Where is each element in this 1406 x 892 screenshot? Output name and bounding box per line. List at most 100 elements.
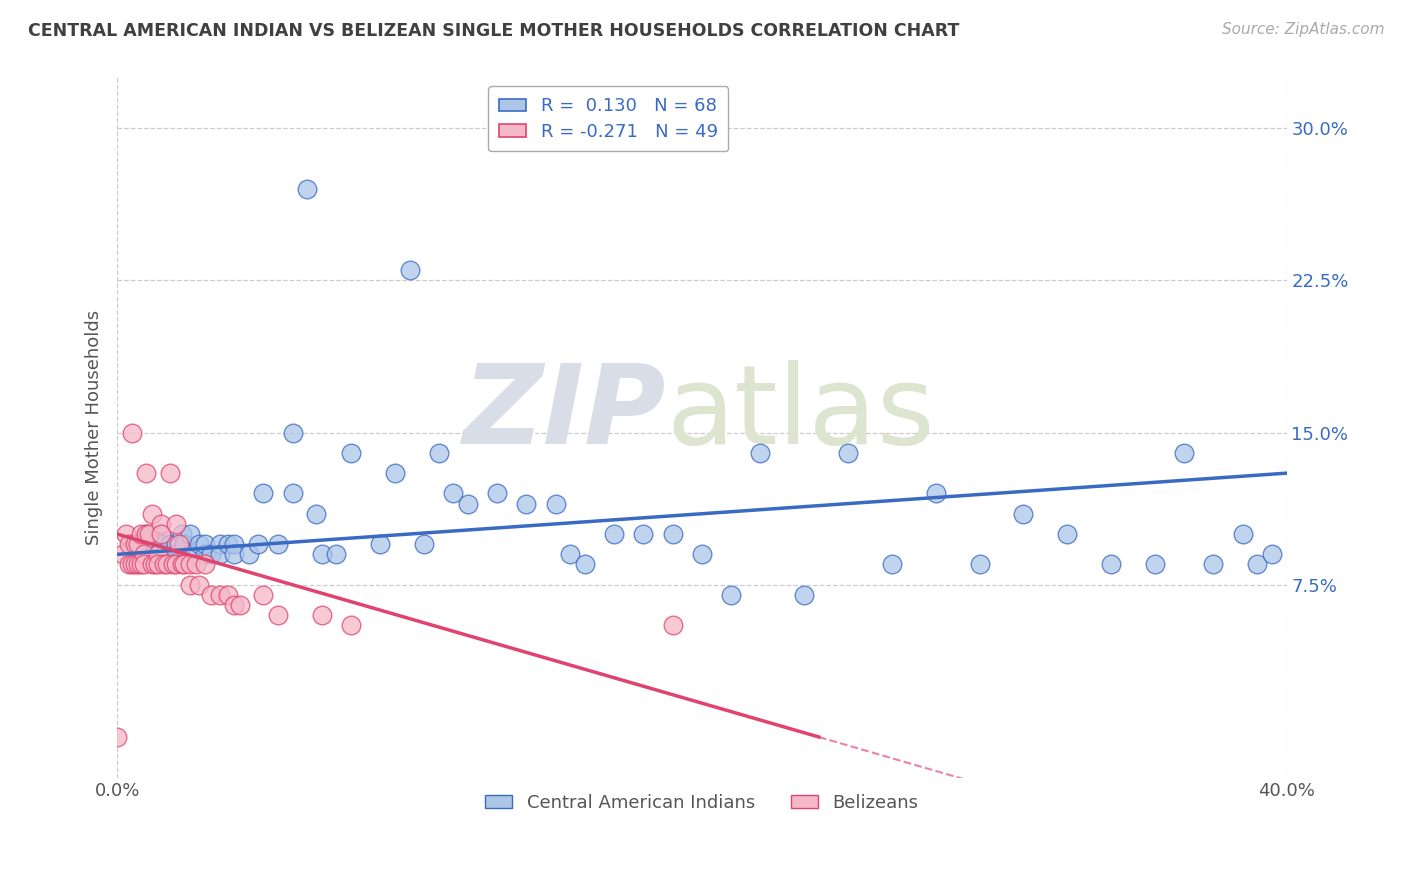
Point	[574, 558, 596, 572]
Point	[170, 527, 193, 541]
Point	[311, 608, 333, 623]
Point	[188, 578, 211, 592]
Point	[129, 558, 152, 572]
Point	[143, 558, 166, 572]
Point	[124, 558, 146, 572]
Point	[384, 466, 406, 480]
Point	[121, 537, 143, 551]
Point	[486, 486, 509, 500]
Point	[179, 558, 201, 572]
Point	[150, 516, 173, 531]
Point	[165, 558, 187, 572]
Point	[167, 537, 190, 551]
Point	[1246, 558, 1268, 572]
Text: CENTRAL AMERICAN INDIAN VS BELIZEAN SINGLE MOTHER HOUSEHOLDS CORRELATION CHART: CENTRAL AMERICAN INDIAN VS BELIZEAN SING…	[28, 22, 959, 40]
Point	[1232, 527, 1254, 541]
Point	[305, 507, 328, 521]
Point	[179, 527, 201, 541]
Point	[150, 527, 173, 541]
Point	[544, 497, 567, 511]
Point	[173, 537, 195, 551]
Point	[603, 527, 626, 541]
Point	[165, 547, 187, 561]
Point	[793, 588, 815, 602]
Point	[267, 608, 290, 623]
Point	[127, 537, 149, 551]
Point	[135, 527, 157, 541]
Point	[162, 558, 184, 572]
Point	[837, 446, 859, 460]
Point	[141, 537, 163, 551]
Point	[188, 537, 211, 551]
Point	[661, 527, 683, 541]
Point	[1261, 547, 1284, 561]
Point	[441, 486, 464, 500]
Point	[413, 537, 436, 551]
Point	[165, 537, 187, 551]
Point	[124, 537, 146, 551]
Point	[1173, 446, 1195, 460]
Point	[132, 547, 155, 561]
Point	[118, 558, 141, 572]
Point	[217, 537, 239, 551]
Point	[115, 527, 138, 541]
Point	[229, 598, 252, 612]
Point	[170, 558, 193, 572]
Point	[143, 537, 166, 551]
Point	[159, 537, 181, 551]
Point	[340, 618, 363, 632]
Point	[398, 263, 420, 277]
Point	[200, 547, 222, 561]
Point	[173, 558, 195, 572]
Text: ZIP: ZIP	[464, 360, 666, 467]
Point	[135, 466, 157, 480]
Text: Source: ZipAtlas.com: Source: ZipAtlas.com	[1222, 22, 1385, 37]
Point	[238, 547, 260, 561]
Legend: Central American Indians, Belizeans: Central American Indians, Belizeans	[472, 781, 931, 824]
Point	[135, 527, 157, 541]
Point	[1202, 558, 1225, 572]
Point	[252, 486, 274, 500]
Point	[194, 537, 217, 551]
Point	[153, 558, 176, 572]
Point	[457, 497, 479, 511]
Point	[1143, 558, 1166, 572]
Point	[880, 558, 903, 572]
Point	[224, 547, 246, 561]
Point	[156, 558, 179, 572]
Point	[224, 537, 246, 551]
Point	[515, 497, 537, 511]
Point	[633, 527, 655, 541]
Point	[325, 547, 347, 561]
Point	[297, 182, 319, 196]
Point	[150, 527, 173, 541]
Point	[179, 547, 201, 561]
Point	[661, 618, 683, 632]
Point	[217, 588, 239, 602]
Point	[194, 547, 217, 561]
Point	[560, 547, 582, 561]
Point	[105, 730, 128, 744]
Point	[1056, 527, 1078, 541]
Y-axis label: Single Mother Households: Single Mother Households	[86, 310, 103, 545]
Point	[208, 547, 231, 561]
Point	[252, 588, 274, 602]
Point	[690, 547, 713, 561]
Point	[153, 547, 176, 561]
Point	[200, 588, 222, 602]
Point	[118, 537, 141, 551]
Point	[368, 537, 391, 551]
Point	[132, 558, 155, 572]
Point	[138, 527, 160, 541]
Point	[427, 446, 450, 460]
Point	[141, 558, 163, 572]
Point	[925, 486, 948, 500]
Point	[1012, 507, 1035, 521]
Point	[121, 558, 143, 572]
Point	[141, 507, 163, 521]
Point	[224, 598, 246, 612]
Point	[129, 527, 152, 541]
Point	[311, 547, 333, 561]
Point	[184, 558, 207, 572]
Point	[749, 446, 772, 460]
